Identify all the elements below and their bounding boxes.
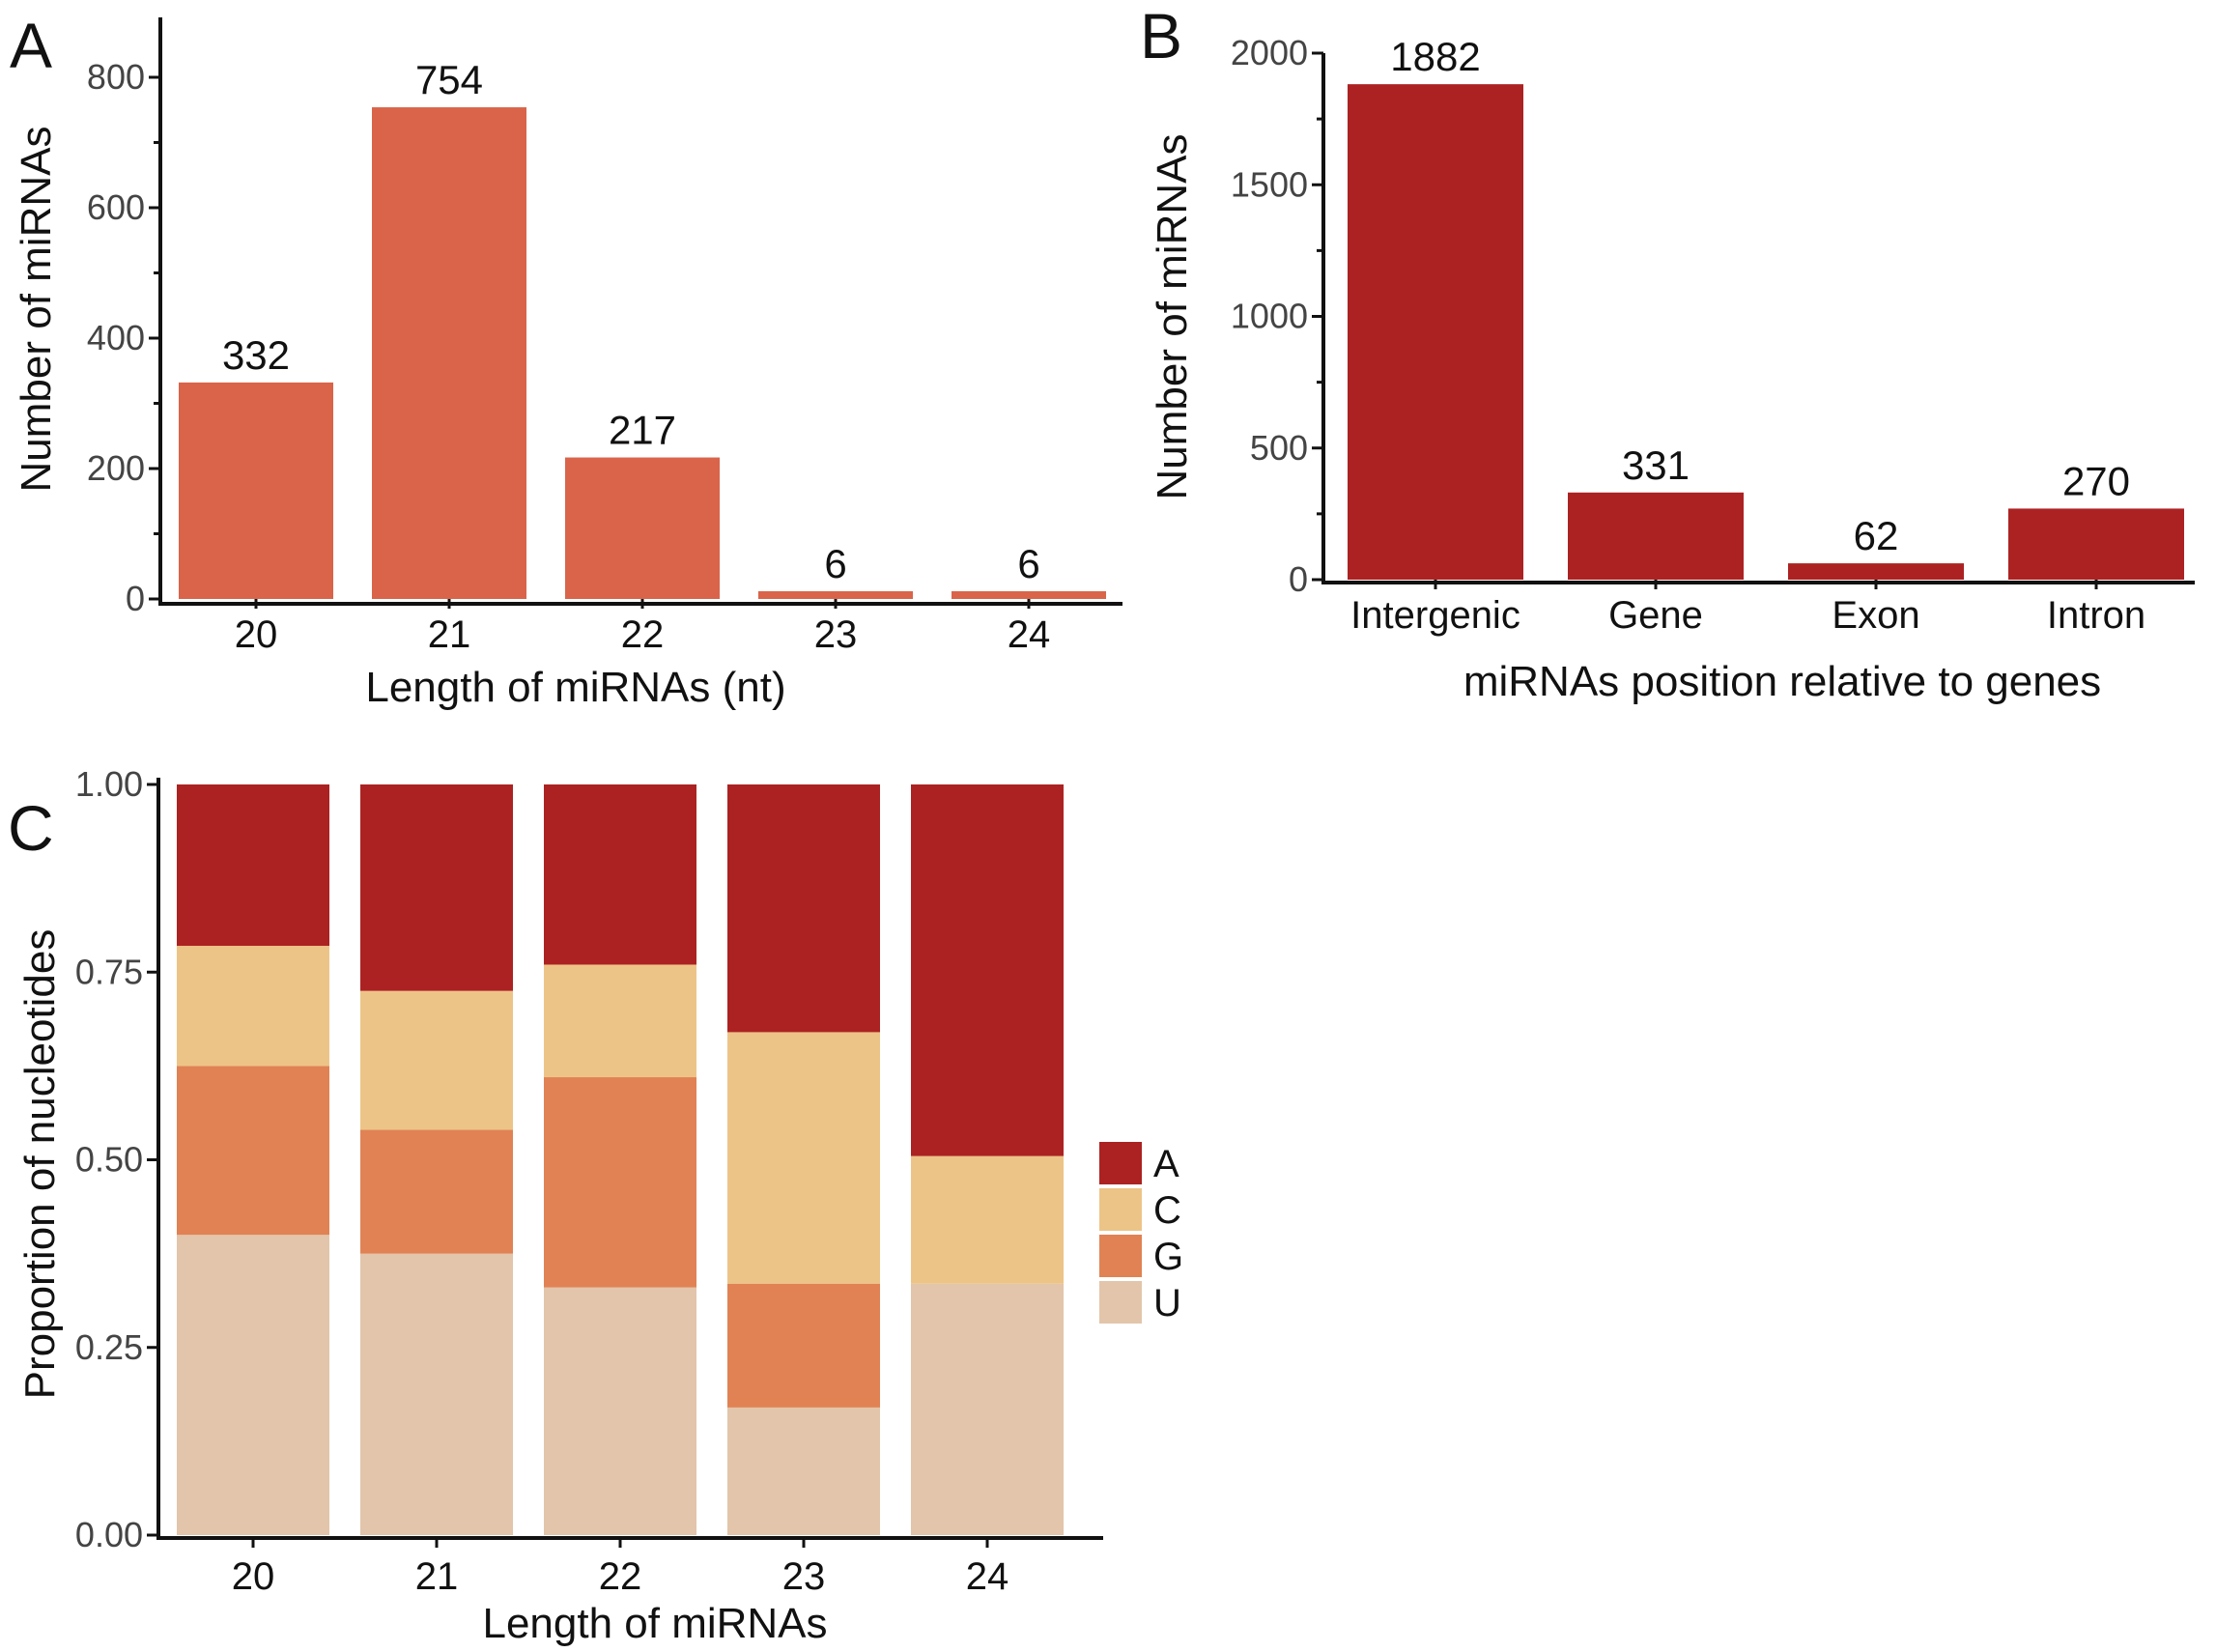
panel-c-segment-u-23 <box>727 1407 880 1535</box>
panel-c-segment-a-22 <box>544 784 696 965</box>
panel-b-x-tick-label: Intergenic <box>1350 594 1520 637</box>
panel-c-x-tick-label: 24 <box>966 1555 1009 1598</box>
panel-c-segment-c-21 <box>360 990 513 1130</box>
panel-b-data-label: 270 <box>2062 458 2130 503</box>
panel-label-c: C <box>8 792 54 864</box>
panel-label-b: B <box>1140 0 1182 71</box>
panel-b-y-tick-label: 2000 <box>1231 33 1308 72</box>
panel-b-y-tick-label: 1500 <box>1231 164 1308 204</box>
panel-b-y-axis-title: Number of miRNAs <box>1149 134 1196 500</box>
panel-a-x-tick-label: 20 <box>235 613 278 656</box>
panel-c-y-tick-label: 0.50 <box>75 1140 143 1180</box>
panel-a-axes <box>158 17 1122 606</box>
legend-swatch-g <box>1099 1235 1142 1277</box>
panel-b-y-tick-label: 0 <box>1289 559 1308 599</box>
panel-a-data-label: 754 <box>415 57 483 102</box>
panel-a-x-axis-title: Length of miRNAs (nt) <box>365 664 785 711</box>
panel-c-x-axis-title: Length of miRNAs <box>482 1600 827 1647</box>
panel-b-bar-intergenic <box>1348 84 1523 580</box>
panel-b-bar-gene <box>1568 492 1744 580</box>
panel-a-bar-23 <box>758 591 913 599</box>
panel-b-x-tick-label: Intron <box>2047 594 2145 637</box>
panel-c-segment-a-21 <box>360 784 513 991</box>
panel-c-x-tick-label: 20 <box>232 1555 275 1598</box>
panel-c-chart: 0.00 0.25 0.50 0.75 1.00 20 21 22 23 24 Length o… <box>16 764 1183 1647</box>
panel-a-bar-22 <box>565 457 720 599</box>
panel-c-y-tick-label: 0.00 <box>75 1515 143 1554</box>
panel-c-segment-c-23 <box>727 1032 880 1284</box>
panel-c-segment-g-20 <box>177 1066 329 1236</box>
panel-a-x-tick-label: 24 <box>1008 613 1051 656</box>
panel-label-a: A <box>10 10 52 81</box>
panel-c-segment-c-24 <box>911 1155 1064 1284</box>
panel-a-y-axis-title: Number of miRNAs <box>13 127 60 493</box>
panel-c-segment-u-24 <box>911 1283 1064 1535</box>
panel-c-segment-a-20 <box>177 784 329 947</box>
legend-swatch-a <box>1099 1142 1142 1184</box>
panel-b-y-tick-label: 1000 <box>1231 297 1308 336</box>
panel-c-y-tick-label: 0.25 <box>75 1327 143 1367</box>
panel-c-segment-g-21 <box>360 1129 513 1254</box>
panel-a-data-label: 332 <box>222 332 290 378</box>
panel-c-segment-c-22 <box>544 964 696 1078</box>
panel-c-segment-u-21 <box>360 1253 513 1535</box>
panel-b-data-label: 1882 <box>1390 34 1480 79</box>
panel-b-x-tick-label: Exon <box>1832 594 1919 637</box>
panel-b-axes <box>1321 53 2195 584</box>
panel-a-x-tick-label: 21 <box>428 613 471 656</box>
panel-c-x-tick-label: 23 <box>782 1555 826 1598</box>
panel-c-segment-c-20 <box>177 946 329 1067</box>
panel-b-x-tick-label: Gene <box>1608 594 1703 637</box>
panel-a-data-label: 6 <box>824 541 846 586</box>
panel-b-bar-intron <box>2008 508 2184 580</box>
panel-c-segment-a-23 <box>727 784 880 1033</box>
panel-a-x-tick-label: 22 <box>621 613 665 656</box>
panel-c-x-tick-label: 21 <box>415 1555 459 1598</box>
panel-a-bar-20 <box>179 382 333 599</box>
panel-c-y-axis-title: Proportion of nucleotides <box>16 929 64 1400</box>
legend-label-u: U <box>1153 1282 1181 1324</box>
panel-a-data-label: 6 <box>1017 541 1039 586</box>
panel-b-chart: 1882 331 62 270 0 500 1000 1500 2000 Intergenic… <box>1149 33 2195 705</box>
panel-c-y-tick-label: 0.75 <box>75 952 143 991</box>
panel-b-x-axis-title: miRNAs position relative to genes <box>1463 658 2101 705</box>
panel-c-x-tick-label: 22 <box>599 1555 642 1598</box>
panel-c-segment-g-23 <box>727 1283 880 1408</box>
panel-c-y-tick-label: 1.00 <box>75 764 143 804</box>
panel-c-segment-u-22 <box>544 1287 696 1535</box>
panel-b-data-label: 331 <box>1622 442 1690 488</box>
legend-label-a: A <box>1153 1143 1179 1185</box>
panel-a-bar-24 <box>952 591 1106 599</box>
panel-c-segment-u-20 <box>177 1235 329 1535</box>
panel-b-y-tick-label: 500 <box>1250 428 1308 468</box>
legend-swatch-c <box>1099 1188 1142 1231</box>
panel-b-data-label: 62 <box>1854 513 1899 558</box>
legend-swatch-u <box>1099 1281 1142 1324</box>
panel-a-bar-21 <box>372 107 526 600</box>
panel-c-axes <box>156 778 1103 1540</box>
panel-a-y-tick-label: 800 <box>87 57 145 97</box>
panel-b-bar-exon <box>1788 563 1964 580</box>
panel-a-data-label: 217 <box>609 408 676 453</box>
legend-label-g: G <box>1153 1236 1183 1278</box>
panel-a-x-tick-label: 23 <box>814 613 858 656</box>
panel-a-y-tick-label: 0 <box>126 579 145 618</box>
panel-a-y-tick-label: 200 <box>87 448 145 488</box>
panel-c-segment-g-22 <box>544 1077 696 1288</box>
panel-a-y-tick-label: 600 <box>87 187 145 227</box>
panel-a-y-tick-label: 400 <box>87 318 145 357</box>
panel-a-chart: 332 754 217 6 6 0 200 400 600 800 20 21 22 23 24 Len… <box>13 17 1122 711</box>
legend-label-c: C <box>1153 1189 1181 1232</box>
panel-c-segment-a-24 <box>911 784 1064 1156</box>
